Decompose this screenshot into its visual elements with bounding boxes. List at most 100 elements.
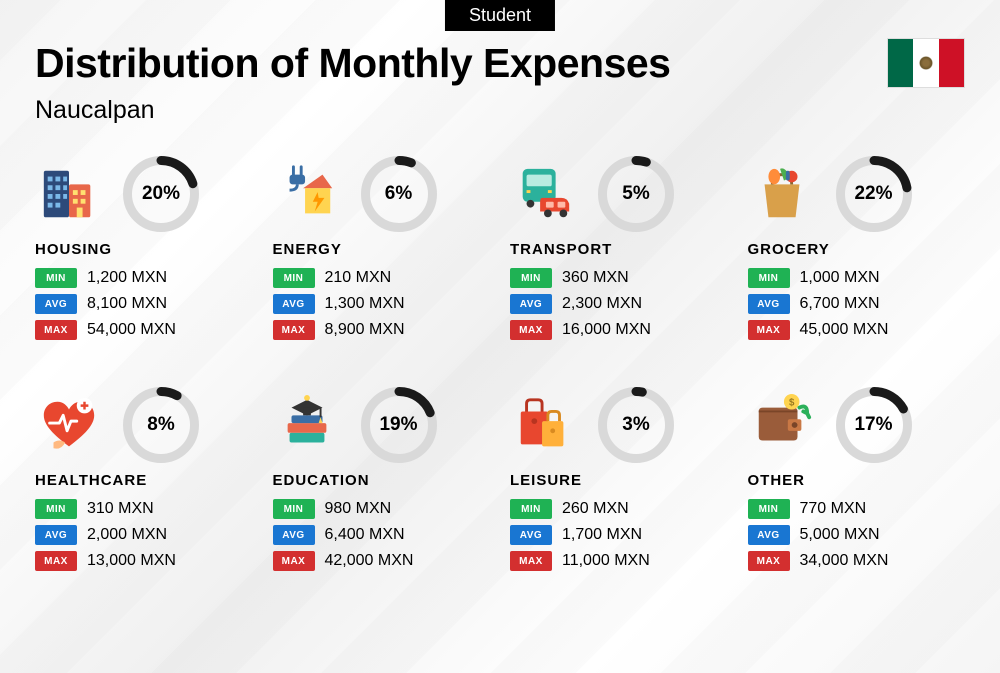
education-avg-value: 6,400 MXN [325,526,405,544]
leisure-donut-chart: 3% [598,387,674,463]
transport-icon [510,160,578,228]
other-percent: 17% [836,387,912,463]
housing-avg-row: AVG 8,100 MXN [35,294,253,314]
max-badge: MAX [273,551,315,571]
transport-max-row: MAX 16,000 MXN [510,320,728,340]
leisure-max-row: MAX 11,000 MXN [510,551,728,571]
transport-donut-chart: 5% [598,156,674,232]
transport-percent: 5% [598,156,674,232]
healthcare-donut-chart: 8% [123,387,199,463]
energy-max-value: 8,900 MXN [325,321,405,339]
other-min-value: 770 MXN [800,500,867,518]
leisure-avg-row: AVG 1,700 MXN [510,525,728,545]
avg-badge: AVG [35,294,77,314]
leisure-min-row: MIN 260 MXN [510,499,728,519]
housing-avg-value: 8,100 MXN [87,295,167,313]
category-card-grocery: 22% GROCERY MIN 1,000 MXN AVG 6,700 MXN … [748,155,966,346]
leisure-avg-value: 1,700 MXN [562,526,642,544]
max-badge: MAX [748,551,790,571]
education-name: EDUCATION [273,472,491,489]
max-badge: MAX [510,551,552,571]
grocery-avg-row: AVG 6,700 MXN [748,294,966,314]
healthcare-name: HEALTHCARE [35,472,253,489]
leisure-percent: 3% [598,387,674,463]
housing-percent: 20% [123,156,199,232]
avg-badge: AVG [510,294,552,314]
energy-donut-chart: 6% [361,156,437,232]
healthcare-avg-value: 2,000 MXN [87,526,167,544]
avg-badge: AVG [273,525,315,545]
category-card-education: 19% EDUCATION MIN 980 MXN AVG 6,400 MXN … [273,386,491,577]
max-badge: MAX [273,320,315,340]
education-icon [273,391,341,459]
housing-name: HOUSING [35,241,253,258]
healthcare-percent: 8% [123,387,199,463]
education-min-row: MIN 980 MXN [273,499,491,519]
category-card-leisure: 3% LEISURE MIN 260 MXN AVG 1,700 MXN MAX… [510,386,728,577]
grocery-min-row: MIN 1,000 MXN [748,268,966,288]
other-avg-row: AVG 5,000 MXN [748,525,966,545]
other-name: OTHER [748,472,966,489]
leisure-name: LEISURE [510,472,728,489]
housing-icon [35,160,103,228]
energy-percent: 6% [361,156,437,232]
healthcare-icon [35,391,103,459]
housing-min-row: MIN 1,200 MXN [35,268,253,288]
transport-avg-value: 2,300 MXN [562,295,642,313]
min-badge: MIN [273,268,315,288]
energy-min-row: MIN 210 MXN [273,268,491,288]
transport-min-row: MIN 360 MXN [510,268,728,288]
max-badge: MAX [35,551,77,571]
min-badge: MIN [273,499,315,519]
healthcare-min-row: MIN 310 MXN [35,499,253,519]
category-card-healthcare: 8% HEALTHCARE MIN 310 MXN AVG 2,000 MXN … [35,386,253,577]
energy-name: ENERGY [273,241,491,258]
energy-avg-value: 1,300 MXN [325,295,405,313]
education-min-value: 980 MXN [325,500,392,518]
mexico-flag-icon [887,38,965,88]
energy-icon [273,160,341,228]
housing-max-value: 54,000 MXN [87,321,176,339]
energy-min-value: 210 MXN [325,269,392,287]
healthcare-max-row: MAX 13,000 MXN [35,551,253,571]
max-badge: MAX [510,320,552,340]
page-title: Distribution of Monthly Expenses [35,40,670,87]
healthcare-max-value: 13,000 MXN [87,552,176,570]
avg-badge: AVG [35,525,77,545]
leisure-min-value: 260 MXN [562,500,629,518]
grocery-name: GROCERY [748,241,966,258]
category-card-transport: 5% TRANSPORT MIN 360 MXN AVG 2,300 MXN M… [510,155,728,346]
min-badge: MIN [510,268,552,288]
min-badge: MIN [35,499,77,519]
grocery-avg-value: 6,700 MXN [800,295,880,313]
education-max-row: MAX 42,000 MXN [273,551,491,571]
housing-donut-chart: 20% [123,156,199,232]
category-card-housing: 20% HOUSING MIN 1,200 MXN AVG 8,100 MXN … [35,155,253,346]
avg-badge: AVG [273,294,315,314]
energy-max-row: MAX 8,900 MXN [273,320,491,340]
category-card-other: $ 17% OTHER MIN 770 MXN AVG 5,000 MXN MA… [748,386,966,577]
transport-min-value: 360 MXN [562,269,629,287]
other-max-value: 34,000 MXN [800,552,889,570]
leisure-max-value: 11,000 MXN [562,552,650,570]
max-badge: MAX [748,320,790,340]
housing-max-row: MAX 54,000 MXN [35,320,253,340]
education-donut-chart: 19% [361,387,437,463]
transport-name: TRANSPORT [510,241,728,258]
grocery-max-row: MAX 45,000 MXN [748,320,966,340]
other-max-row: MAX 34,000 MXN [748,551,966,571]
min-badge: MIN [35,268,77,288]
other-donut-chart: 17% [836,387,912,463]
svg-text:$: $ [788,398,794,409]
healthcare-min-value: 310 MXN [87,500,154,518]
transport-avg-row: AVG 2,300 MXN [510,294,728,314]
categories-grid: 20% HOUSING MIN 1,200 MXN AVG 8,100 MXN … [35,155,965,577]
energy-avg-row: AVG 1,300 MXN [273,294,491,314]
grocery-icon [748,160,816,228]
category-card-energy: 6% ENERGY MIN 210 MXN AVG 1,300 MXN MAX … [273,155,491,346]
avg-badge: AVG [748,525,790,545]
min-badge: MIN [510,499,552,519]
other-icon: $ [748,391,816,459]
housing-min-value: 1,200 MXN [87,269,167,287]
student-tag: Student [445,0,555,31]
